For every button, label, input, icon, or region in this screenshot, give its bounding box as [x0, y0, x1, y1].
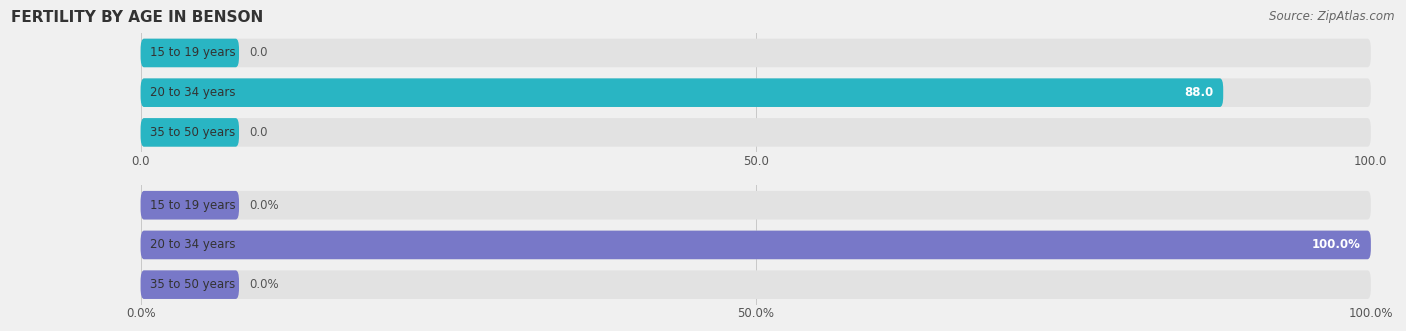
Text: 15 to 19 years: 15 to 19 years [150, 46, 236, 60]
FancyBboxPatch shape [141, 231, 1371, 259]
FancyBboxPatch shape [141, 78, 1371, 107]
FancyBboxPatch shape [141, 270, 239, 299]
Text: 0.0: 0.0 [249, 126, 267, 139]
Text: 35 to 50 years: 35 to 50 years [150, 126, 236, 139]
FancyBboxPatch shape [141, 231, 1371, 259]
FancyBboxPatch shape [141, 191, 1371, 219]
FancyBboxPatch shape [141, 118, 1371, 147]
FancyBboxPatch shape [141, 191, 239, 219]
Text: Source: ZipAtlas.com: Source: ZipAtlas.com [1270, 10, 1395, 23]
FancyBboxPatch shape [141, 270, 1371, 299]
FancyBboxPatch shape [141, 39, 239, 67]
Text: 20 to 34 years: 20 to 34 years [150, 86, 236, 99]
Text: 15 to 19 years: 15 to 19 years [150, 199, 236, 212]
Text: 100.0%: 100.0% [1312, 238, 1361, 252]
FancyBboxPatch shape [141, 78, 1223, 107]
Text: FERTILITY BY AGE IN BENSON: FERTILITY BY AGE IN BENSON [11, 10, 263, 25]
FancyBboxPatch shape [141, 39, 1371, 67]
Text: 0.0: 0.0 [249, 46, 267, 60]
Text: 20 to 34 years: 20 to 34 years [150, 238, 236, 252]
Text: 88.0: 88.0 [1184, 86, 1213, 99]
Text: 35 to 50 years: 35 to 50 years [150, 278, 236, 291]
FancyBboxPatch shape [141, 118, 239, 147]
Text: 0.0%: 0.0% [249, 199, 278, 212]
Text: 0.0%: 0.0% [249, 278, 278, 291]
